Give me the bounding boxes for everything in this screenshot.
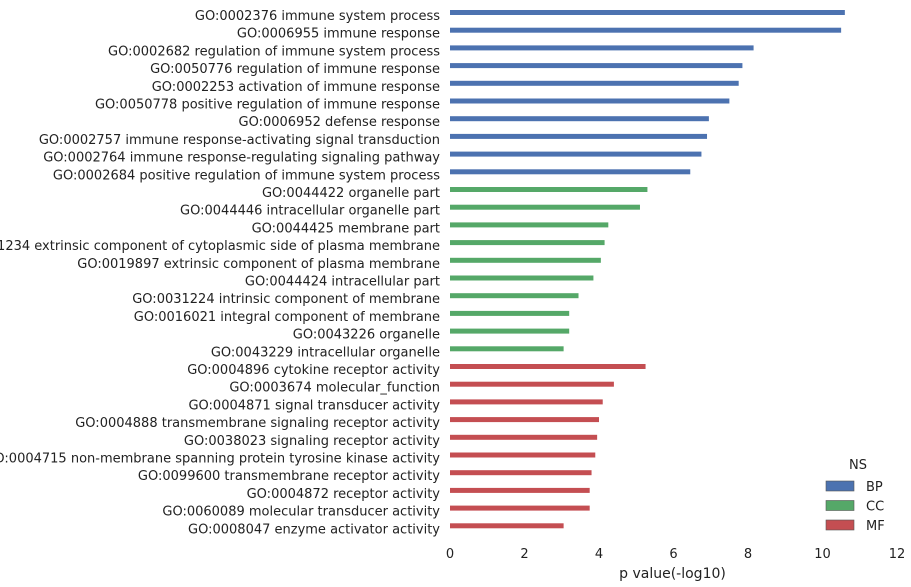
category-label: GO:0038023 signaling receptor activity bbox=[184, 434, 440, 449]
bar-cc bbox=[450, 257, 601, 263]
category-label: GO:0044425 membrane part bbox=[252, 221, 440, 236]
x-tick-label: 12 bbox=[889, 547, 906, 562]
legend-label-mf: MF bbox=[866, 519, 885, 534]
bar-mf bbox=[450, 523, 564, 529]
bar-mf bbox=[450, 399, 603, 405]
category-label: GO:0050778 positive regulation of immune… bbox=[95, 98, 440, 113]
bar-mf bbox=[450, 452, 596, 458]
legend-label-cc: CC bbox=[866, 500, 884, 515]
bar-cc bbox=[450, 187, 648, 192]
category-label: GO:0099600 transmembrane receptor activi… bbox=[138, 469, 440, 484]
category-label: GO:0016021 integral component of membran… bbox=[134, 310, 440, 325]
x-axis-title: p value(-log10) bbox=[619, 566, 726, 582]
x-tick-label: 8 bbox=[744, 547, 752, 562]
category-label: GO:0044422 organelle part bbox=[262, 186, 440, 201]
bar-bp bbox=[450, 63, 743, 69]
bar-bp bbox=[450, 45, 754, 51]
bar-bp bbox=[450, 98, 730, 104]
bar-bp bbox=[450, 151, 702, 157]
bar-bp bbox=[450, 169, 691, 175]
bar-mf bbox=[450, 505, 590, 511]
bars-layer bbox=[450, 10, 845, 529]
bar-cc bbox=[450, 310, 570, 316]
category-label: GO:0008047 enzyme activator activity bbox=[188, 522, 440, 537]
bar-bp bbox=[450, 133, 708, 139]
category-label: GO:0006952 defense response bbox=[239, 115, 441, 130]
category-label: GO:0050776 regulation of immune response bbox=[150, 62, 440, 77]
legend-swatch-bp bbox=[825, 480, 855, 492]
bar-bp bbox=[450, 27, 842, 33]
bar-mf bbox=[450, 434, 598, 440]
x-tick-label: 4 bbox=[595, 547, 603, 562]
category-label: GO:0002684 positive regulation of immune… bbox=[53, 168, 440, 183]
bar-cc bbox=[450, 328, 570, 334]
bar-mf bbox=[450, 470, 592, 476]
category-label: GO:0002764 immune response-regulating si… bbox=[43, 151, 440, 166]
category-label: GO:0044446 intracellular organelle part bbox=[180, 204, 440, 219]
category-label: GO:0004872 receptor activity bbox=[247, 487, 441, 502]
category-label: GO:0004888 transmembrane signaling recep… bbox=[75, 416, 440, 431]
category-label: GO:0006955 immune response bbox=[237, 27, 440, 42]
category-label: GO:0003674 molecular_function bbox=[229, 381, 440, 396]
category-label: GO:0004715 non-membrane spanning protein… bbox=[0, 452, 440, 467]
legend-title: NS bbox=[849, 458, 867, 473]
bar-cc bbox=[450, 204, 640, 210]
legend-label-bp: BP bbox=[866, 480, 883, 495]
category-label: GO:0002376 immune system process bbox=[195, 9, 440, 24]
x-axis: p value(-log10) 0 2 4 6 8 10 12 bbox=[446, 547, 905, 582]
bar-cc bbox=[450, 275, 594, 281]
bar-mf bbox=[450, 364, 646, 369]
legend-swatch-mf bbox=[825, 519, 855, 531]
category-label: GO:0031224 intrinsic component of membra… bbox=[132, 292, 440, 307]
bar-cc bbox=[450, 222, 609, 228]
category-label: GO:0044424 intracellular part bbox=[245, 275, 440, 290]
bar-bp bbox=[450, 10, 845, 15]
x-tick-label: 0 bbox=[446, 547, 454, 562]
category-labels-layer: GO:0002376 immune system process GO:00069… bbox=[0, 9, 440, 537]
category-label: GO:0002757 immune response-activating si… bbox=[39, 133, 440, 148]
bar-mf bbox=[450, 487, 590, 493]
bar-mf bbox=[450, 381, 614, 387]
category-label: GO:0002682 regulation of immune system p… bbox=[108, 44, 440, 59]
bar-cc bbox=[450, 346, 564, 352]
x-tick-label: 10 bbox=[814, 547, 831, 562]
bar-mf bbox=[450, 417, 599, 423]
category-label: GO:0002253 activation of immune response bbox=[152, 80, 440, 95]
bar-bp bbox=[450, 116, 709, 122]
category-label: GO:0043226 organelle bbox=[293, 328, 440, 343]
category-label: GO:0043229 intracellular organelle bbox=[211, 345, 440, 360]
category-label: GO:0004871 signal transducer activity bbox=[188, 398, 440, 413]
legend: NS BP CC MF bbox=[825, 458, 885, 534]
category-label: GO:0019897 extrinsic component of plasma… bbox=[77, 257, 440, 272]
bar-bp bbox=[450, 80, 739, 86]
x-tick-label: 2 bbox=[520, 547, 528, 562]
category-label: GO:0031234 extrinsic component of cytopl… bbox=[0, 239, 440, 254]
category-label: GO:0060089 molecular transducer activity bbox=[162, 505, 440, 520]
legend-swatch-cc bbox=[825, 500, 855, 511]
bar-cc bbox=[450, 240, 605, 246]
category-label: GO:0004896 cytokine receptor activity bbox=[187, 363, 440, 378]
x-tick-label: 6 bbox=[669, 547, 677, 562]
bar-cc bbox=[450, 293, 579, 299]
